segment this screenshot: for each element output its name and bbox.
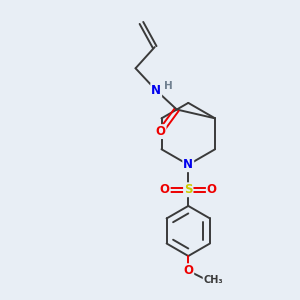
Text: N: N [151,84,161,97]
Text: O: O [183,264,193,277]
Text: CH₃: CH₃ [203,274,223,285]
Text: N: N [183,158,193,171]
Text: S: S [184,183,193,196]
Text: O: O [160,183,170,196]
Text: O: O [207,183,217,196]
Text: H: H [164,81,173,91]
Text: O: O [156,125,166,138]
